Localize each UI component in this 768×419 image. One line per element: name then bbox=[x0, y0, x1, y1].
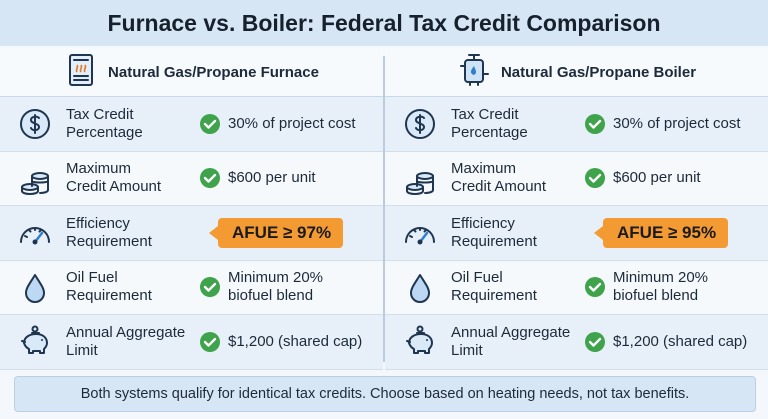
label-line: Requirement bbox=[66, 287, 152, 305]
label-line: Oil Fuel bbox=[451, 269, 503, 287]
row-icon bbox=[403, 107, 437, 141]
row-label: Oil Fuel Requirement bbox=[66, 269, 152, 305]
highlight-badge: AFUE ≥ 97% bbox=[208, 217, 344, 248]
label-line: Credit Amount bbox=[451, 178, 547, 196]
label-line: Maximum bbox=[66, 160, 132, 178]
criteria-row: Maximum Credit Amount $600 per unit bbox=[0, 151, 383, 206]
row-label: Efficiency Requirement bbox=[66, 215, 152, 251]
row-label: Tax Credit Percentage bbox=[66, 106, 143, 142]
row-label: Annual Aggregate Limit bbox=[66, 324, 185, 360]
value-line: $600 per unit bbox=[613, 169, 701, 187]
label-line: Requirement bbox=[451, 287, 537, 305]
check-icon bbox=[200, 277, 220, 298]
value-line: biofuel blend bbox=[228, 287, 314, 305]
check-icon bbox=[585, 113, 605, 134]
label-line: Tax Credit bbox=[451, 105, 519, 123]
criteria-row: Oil Fuel Requirement Minimum 20% biofuel bl… bbox=[0, 260, 383, 315]
criteria-row: Annual Aggregate Limit $1,200 (shared cap) bbox=[385, 315, 768, 370]
boiler-column: Natural Gas/Propane Boiler Tax Credit Perc… bbox=[385, 48, 768, 370]
row-icon bbox=[18, 216, 52, 250]
header-icon bbox=[457, 52, 491, 92]
row-value: $1,200 (shared cap) bbox=[613, 333, 747, 351]
check-icon bbox=[200, 168, 220, 189]
row-label: Tax Credit Percentage bbox=[451, 106, 528, 142]
value-line: $1,200 (shared cap) bbox=[228, 332, 363, 350]
row-label: Oil Fuel Requirement bbox=[451, 269, 537, 305]
row-value: $1,200 (shared cap) bbox=[228, 333, 362, 351]
row-icon bbox=[18, 162, 52, 196]
label-line: Credit Amount bbox=[66, 178, 162, 196]
label-line: Annual Aggregate bbox=[451, 323, 571, 341]
value-line: Minimum 20% bbox=[613, 269, 709, 287]
value-line: Minimum 20% bbox=[228, 269, 324, 287]
row-icon bbox=[18, 325, 52, 359]
row-icon bbox=[403, 162, 437, 196]
row-value: 30% of project cost bbox=[228, 115, 356, 133]
header-icon bbox=[64, 52, 98, 92]
row-icon bbox=[403, 271, 437, 305]
row-value: Minimum 20% biofuel blend bbox=[228, 269, 323, 305]
row-icon bbox=[403, 216, 437, 250]
row-value: Minimum 20% biofuel blend bbox=[613, 269, 708, 305]
value-line: biofuel blend bbox=[613, 287, 699, 305]
row-icon bbox=[18, 271, 52, 305]
row-label: Annual Aggregate Limit bbox=[451, 324, 570, 360]
check-icon bbox=[585, 277, 605, 298]
label-line: Efficiency bbox=[451, 214, 515, 232]
criteria-row: Tax Credit Percentage 30% of project cost bbox=[0, 97, 383, 152]
criteria-row: Maximum Credit Amount $600 per unit bbox=[385, 151, 768, 206]
label-line: Efficiency bbox=[66, 214, 130, 232]
criteria-row: Oil Fuel Requirement Minimum 20% biofuel bl… bbox=[385, 260, 768, 315]
label-line: Percentage bbox=[451, 123, 528, 141]
label-line: Requirement bbox=[451, 232, 537, 250]
row-icon bbox=[403, 325, 437, 359]
criteria-row: Efficiency Requirement AFUE ≥ 95% bbox=[385, 206, 768, 261]
highlight-badge: AFUE ≥ 95% bbox=[593, 217, 729, 248]
check-icon bbox=[585, 331, 605, 352]
label-line: Requirement bbox=[66, 232, 152, 250]
column-header: Natural Gas/Propane Boiler bbox=[385, 48, 768, 97]
divider bbox=[383, 56, 385, 362]
title: Furnace vs. Boiler: Federal Tax Credit C… bbox=[0, 0, 768, 46]
check-icon bbox=[585, 168, 605, 189]
check-icon bbox=[200, 331, 220, 352]
value-line: 30% of project cost bbox=[613, 114, 741, 132]
value-line: $600 per unit bbox=[228, 169, 316, 187]
check-icon bbox=[200, 113, 220, 134]
row-value: $600 per unit bbox=[613, 169, 701, 187]
label-line: Annual Aggregate bbox=[66, 323, 186, 341]
row-value: $600 per unit bbox=[228, 169, 316, 187]
furnace-column: Natural Gas/Propane Furnace Tax Credit Per… bbox=[0, 48, 383, 370]
column-header: Natural Gas/Propane Furnace bbox=[0, 48, 383, 97]
criteria-row: Tax Credit Percentage 30% of project cost bbox=[385, 97, 768, 152]
row-value: 30% of project cost bbox=[613, 115, 741, 133]
row-label: Maximum Credit Amount bbox=[451, 160, 546, 196]
row-label: Maximum Credit Amount bbox=[66, 160, 161, 196]
row-label: Efficiency Requirement bbox=[451, 215, 537, 251]
column-title: Natural Gas/Propane Furnace bbox=[108, 63, 319, 81]
label-line: Maximum bbox=[451, 160, 517, 178]
column-title: Natural Gas/Propane Boiler bbox=[500, 63, 697, 81]
value-line: $1,200 (shared cap) bbox=[613, 332, 748, 350]
label-line: Tax Credit bbox=[66, 105, 134, 123]
label-line: Limit bbox=[66, 341, 98, 359]
criteria-row: Annual Aggregate Limit $1,200 (shared cap) bbox=[0, 315, 383, 370]
value-line: 30% of project cost bbox=[228, 114, 356, 132]
criteria-row: Efficiency Requirement AFUE ≥ 97% bbox=[0, 206, 383, 261]
label-line: Percentage bbox=[66, 123, 143, 141]
row-icon bbox=[18, 107, 52, 141]
label-line: Oil Fuel bbox=[66, 269, 118, 287]
footer-note: Both systems qualify for identical tax c… bbox=[14, 376, 756, 412]
label-line: Limit bbox=[451, 341, 483, 359]
